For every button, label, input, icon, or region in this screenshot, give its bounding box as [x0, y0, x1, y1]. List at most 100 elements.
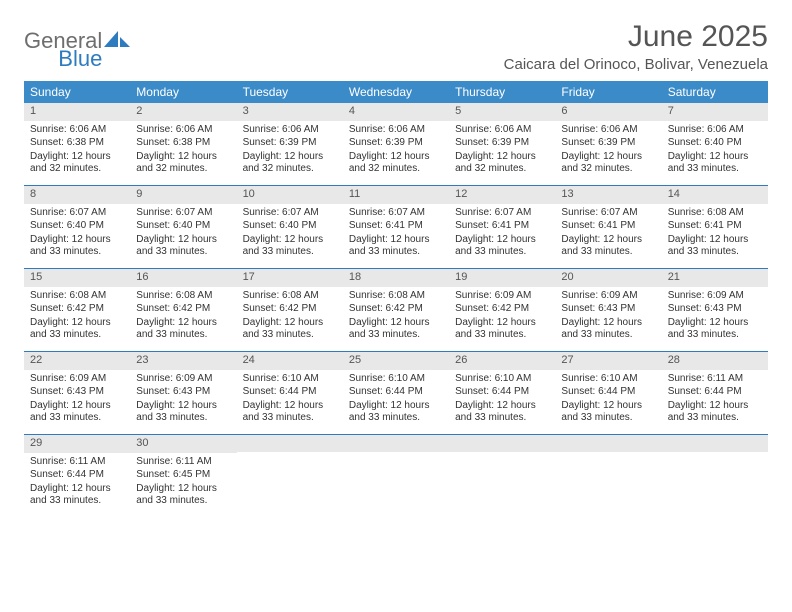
sunrise-line: Sunrise: 6:09 AM	[561, 290, 655, 303]
month-title: June 2025	[504, 20, 768, 54]
daylight-line: Daylight: 12 hours and 33 minutes.	[349, 234, 443, 259]
sunrise-line: Sunrise: 6:07 AM	[243, 207, 337, 220]
day-number	[662, 435, 768, 452]
sunrise-line: Sunrise: 6:06 AM	[243, 124, 337, 137]
sunset-line: Sunset: 6:40 PM	[243, 220, 337, 233]
day-header: Wednesday	[343, 81, 449, 103]
calendar-cell: 24Sunrise: 6:10 AMSunset: 6:44 PMDayligh…	[237, 352, 343, 434]
day-header: Saturday	[662, 81, 768, 103]
daylight-line: Daylight: 12 hours and 32 minutes.	[136, 151, 230, 176]
day-number: 29	[24, 435, 130, 453]
daylight-line: Daylight: 12 hours and 33 minutes.	[136, 317, 230, 342]
sunrise-line: Sunrise: 6:09 AM	[30, 373, 124, 386]
day-number: 9	[130, 186, 236, 204]
sunset-line: Sunset: 6:43 PM	[136, 386, 230, 399]
calendar-cell: 19Sunrise: 6:09 AMSunset: 6:42 PMDayligh…	[449, 269, 555, 351]
calendar-cell	[449, 435, 555, 517]
daylight-line: Daylight: 12 hours and 33 minutes.	[561, 400, 655, 425]
sunset-line: Sunset: 6:42 PM	[243, 303, 337, 316]
day-header: Tuesday	[237, 81, 343, 103]
daylight-line: Daylight: 12 hours and 33 minutes.	[668, 400, 762, 425]
sunset-line: Sunset: 6:42 PM	[349, 303, 443, 316]
calendar-cell: 3Sunrise: 6:06 AMSunset: 6:39 PMDaylight…	[237, 103, 343, 185]
day-number	[237, 435, 343, 452]
daylight-line: Daylight: 12 hours and 33 minutes.	[136, 234, 230, 259]
cell-body: Sunrise: 6:09 AMSunset: 6:43 PMDaylight:…	[24, 373, 130, 425]
sunset-line: Sunset: 6:43 PM	[30, 386, 124, 399]
sunset-line: Sunset: 6:39 PM	[561, 137, 655, 150]
sunrise-line: Sunrise: 6:07 AM	[561, 207, 655, 220]
daylight-line: Daylight: 12 hours and 33 minutes.	[243, 234, 337, 259]
calendar-cell: 29 Sunrise: 6:11 AMSunset: 6:44 PMDayligh…	[24, 435, 130, 517]
daylight-line: Daylight: 12 hours and 32 minutes.	[30, 151, 124, 176]
calendar-cell: 26Sunrise: 6:10 AMSunset: 6:44 PMDayligh…	[449, 352, 555, 434]
sunset-line: Sunset: 6:38 PM	[136, 137, 230, 150]
calendar-cell: 20Sunrise: 6:09 AMSunset: 6:43 PMDayligh…	[555, 269, 661, 351]
daylight-line: Daylight: 12 hours and 33 minutes.	[349, 400, 443, 425]
sunrise-line: Sunrise: 6:09 AM	[136, 373, 230, 386]
daylight-line: Daylight: 12 hours and 32 minutes.	[561, 151, 655, 176]
daylight-line: Daylight: 12 hours and 32 minutes.	[455, 151, 549, 176]
cell-body: Sunrise: 6:11 AMSunset: 6:44 PMDaylight:…	[662, 373, 768, 425]
sunset-line: Sunset: 6:38 PM	[30, 137, 124, 150]
cell-body: Sunrise: 6:08 AMSunset: 6:42 PMDaylight:…	[237, 290, 343, 342]
calendar-cell: 4Sunrise: 6:06 AMSunset: 6:39 PMDaylight…	[343, 103, 449, 185]
sunset-line: Sunset: 6:45 PM	[136, 469, 230, 482]
day-number: 30	[130, 435, 236, 453]
daylight-line: Daylight: 12 hours and 33 minutes.	[30, 400, 124, 425]
cell-body: Sunrise: 6:08 AMSunset: 6:41 PMDaylight:…	[662, 207, 768, 259]
cell-body: Sunrise: 6:10 AMSunset: 6:44 PMDaylight:…	[343, 373, 449, 425]
calendar-cell: 13Sunrise: 6:07 AMSunset: 6:41 PMDayligh…	[555, 186, 661, 268]
daylight-line: Daylight: 12 hours and 33 minutes.	[136, 483, 230, 508]
day-number: 16	[130, 269, 236, 287]
day-number: 18	[343, 269, 449, 287]
sunset-line: Sunset: 6:44 PM	[349, 386, 443, 399]
cell-body: Sunrise: 6:11 AMSunset: 6:44 PMDaylight:…	[24, 456, 130, 508]
calendar-cell: 2Sunrise: 6:06 AMSunset: 6:38 PMDaylight…	[130, 103, 236, 185]
calendar-cell: 7Sunrise: 6:06 AMSunset: 6:40 PMDaylight…	[662, 103, 768, 185]
cell-body: Sunrise: 6:08 AMSunset: 6:42 PMDaylight:…	[130, 290, 236, 342]
day-number: 13	[555, 186, 661, 204]
calendar-cell: 17Sunrise: 6:08 AMSunset: 6:42 PMDayligh…	[237, 269, 343, 351]
day-number: 12	[449, 186, 555, 204]
cell-body: Sunrise: 6:06 AMSunset: 6:40 PMDaylight:…	[662, 124, 768, 176]
day-number	[343, 435, 449, 452]
day-number: 20	[555, 269, 661, 287]
title-block: June 2025 Caicara del Orinoco, Bolivar, …	[504, 20, 768, 73]
calendar-header-row: SundayMondayTuesdayWednesdayThursdayFrid…	[24, 81, 768, 103]
daylight-line: Daylight: 12 hours and 33 minutes.	[455, 317, 549, 342]
cell-body: Sunrise: 6:06 AMSunset: 6:38 PMDaylight:…	[130, 124, 236, 176]
cell-body: Sunrise: 6:07 AMSunset: 6:41 PMDaylight:…	[343, 207, 449, 259]
sunset-line: Sunset: 6:42 PM	[136, 303, 230, 316]
day-number: 11	[343, 186, 449, 204]
sunrise-line: Sunrise: 6:09 AM	[455, 290, 549, 303]
sunset-line: Sunset: 6:39 PM	[243, 137, 337, 150]
day-number: 25	[343, 352, 449, 370]
sunrise-line: Sunrise: 6:07 AM	[136, 207, 230, 220]
sunset-line: Sunset: 6:41 PM	[455, 220, 549, 233]
calendar-cell: 22Sunrise: 6:09 AMSunset: 6:43 PMDayligh…	[24, 352, 130, 434]
daylight-line: Daylight: 12 hours and 33 minutes.	[668, 234, 762, 259]
sunset-line: Sunset: 6:40 PM	[30, 220, 124, 233]
sunrise-line: Sunrise: 6:06 AM	[561, 124, 655, 137]
calendar-cell	[555, 435, 661, 517]
cell-body: Sunrise: 6:08 AMSunset: 6:42 PMDaylight:…	[24, 290, 130, 342]
sunrise-line: Sunrise: 6:06 AM	[349, 124, 443, 137]
sunset-line: Sunset: 6:39 PM	[349, 137, 443, 150]
day-header: Sunday	[24, 81, 130, 103]
sunset-line: Sunset: 6:43 PM	[561, 303, 655, 316]
day-number: 8	[24, 186, 130, 204]
day-number: 27	[555, 352, 661, 370]
daylight-line: Daylight: 12 hours and 33 minutes.	[349, 317, 443, 342]
logo-word2: Blue	[58, 46, 102, 72]
calendar-cell: 15Sunrise: 6:08 AMSunset: 6:42 PMDayligh…	[24, 269, 130, 351]
calendar-cell: 28Sunrise: 6:11 AMSunset: 6:44 PMDayligh…	[662, 352, 768, 434]
daylight-line: Daylight: 12 hours and 33 minutes.	[30, 317, 124, 342]
sunrise-line: Sunrise: 6:07 AM	[455, 207, 549, 220]
daylight-line: Daylight: 12 hours and 33 minutes.	[243, 317, 337, 342]
sunset-line: Sunset: 6:41 PM	[561, 220, 655, 233]
calendar-cell: 6 Sunrise: 6:06 AMSunset: 6:39 PMDaylight…	[555, 103, 661, 185]
cell-body: Sunrise: 6:10 AMSunset: 6:44 PMDaylight:…	[449, 373, 555, 425]
day-number: 6	[555, 103, 661, 121]
day-number: 21	[662, 269, 768, 287]
